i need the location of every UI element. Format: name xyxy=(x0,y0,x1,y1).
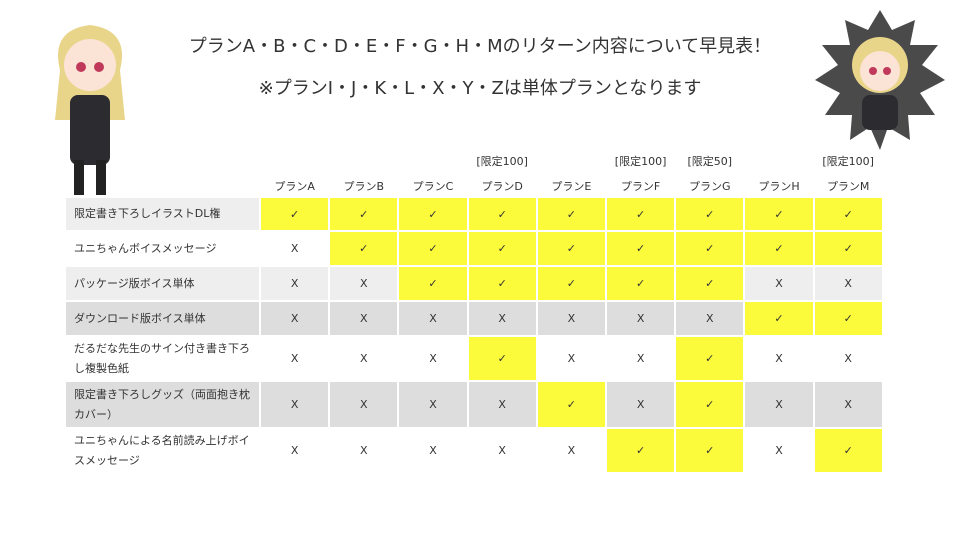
column-header: プランF xyxy=(620,180,661,193)
table-cell: ✓ xyxy=(813,231,883,266)
table-cell: X xyxy=(744,266,814,301)
row-label: ダウンロード版ボイス単体 xyxy=(65,301,260,336)
table-cell: X xyxy=(398,428,468,473)
character-left xyxy=(55,25,125,195)
column-header: プランE xyxy=(551,180,592,193)
table-cell: ✓ xyxy=(329,197,399,231)
row-label: だるだな先生のサイン付き書き下ろし複製色紙 xyxy=(65,336,260,381)
table-cell: X xyxy=(398,336,468,381)
table-cell: ✓ xyxy=(467,231,537,266)
table-cell: X xyxy=(329,266,399,301)
table-cell: ✓ xyxy=(675,336,745,381)
table-cell: ✓ xyxy=(536,266,606,301)
table-cell: ✓ xyxy=(329,231,399,266)
table-cell: ✓ xyxy=(606,428,676,473)
table-cell: X xyxy=(398,381,468,428)
table-cell: ✓ xyxy=(744,197,814,231)
table-cell: ✓ xyxy=(398,266,468,301)
column-header: プランA xyxy=(274,180,315,193)
row-label: パッケージ版ボイス単体 xyxy=(65,266,260,301)
row-label: ユニちゃんによる名前読み上げボイスメッセージ xyxy=(65,428,260,473)
table-cell: X xyxy=(467,381,537,428)
column-header: プランD xyxy=(481,180,523,193)
table-cell: X xyxy=(813,336,883,381)
table-cell: ✓ xyxy=(675,231,745,266)
table-cell: ✓ xyxy=(467,266,537,301)
table-cell: X xyxy=(744,428,814,473)
table-cell: ✓ xyxy=(813,197,883,231)
table-cell: X xyxy=(467,428,537,473)
table-cell: X xyxy=(398,301,468,336)
table-cell: X xyxy=(536,336,606,381)
table-cell: ✓ xyxy=(675,381,745,428)
table-cell: ✓ xyxy=(260,197,330,231)
column-header: プランC xyxy=(412,180,454,193)
title-line: プランA・B・C・D・E・F・G・H・Mのリターン内容について早見表！ xyxy=(188,36,772,57)
column-header: プランG xyxy=(689,180,731,193)
table-cell: ✓ xyxy=(744,301,814,336)
column-limit: [限定100] xyxy=(614,155,667,168)
table-cell: ✓ xyxy=(675,266,745,301)
table-cell: X xyxy=(675,301,745,336)
table-cell: X xyxy=(536,301,606,336)
table-cell: X xyxy=(260,336,330,381)
table-cell: ✓ xyxy=(675,428,745,473)
row-label: 限定書き下ろしイラストDL権 xyxy=(65,197,260,231)
table-cell: ✓ xyxy=(813,301,883,336)
table-cell: X xyxy=(329,428,399,473)
table-cell: X xyxy=(606,301,676,336)
table-cell: X xyxy=(536,428,606,473)
table-cell: ✓ xyxy=(813,428,883,473)
table-cell: X xyxy=(744,336,814,381)
table-cell: X xyxy=(467,301,537,336)
table-cell: ✓ xyxy=(675,197,745,231)
subtitle-line: ※プランI・J・K・L・X・Y・Zは単体プランとなります xyxy=(258,78,702,99)
table-cell: ✓ xyxy=(398,197,468,231)
table-cell: X xyxy=(744,381,814,428)
column-header: プランB xyxy=(343,180,385,193)
column-header: プランH xyxy=(758,180,800,193)
table-cell: X xyxy=(260,301,330,336)
column-header: プランM xyxy=(826,180,870,193)
table-cell: X xyxy=(329,301,399,336)
table-cell: ✓ xyxy=(606,231,676,266)
table-cell: X xyxy=(329,336,399,381)
row-label: 限定書き下ろしグッズ（両面抱き枕カバー） xyxy=(65,381,260,428)
table-cell: ✓ xyxy=(536,231,606,266)
table-cell: ✓ xyxy=(536,381,606,428)
row-label: ユニちゃんボイスメッセージ xyxy=(65,231,260,266)
table-cell: ✓ xyxy=(398,231,468,266)
column-limit: [限定100] xyxy=(476,155,528,168)
table-cell: ✓ xyxy=(744,231,814,266)
table-cell: ✓ xyxy=(536,197,606,231)
table-cell: X xyxy=(606,336,676,381)
table-cell: X xyxy=(260,381,330,428)
table-cell: X xyxy=(329,381,399,428)
table-cell: ✓ xyxy=(606,266,676,301)
table-cell: X xyxy=(260,428,330,473)
table-cell: X xyxy=(813,381,883,428)
table-cell: X xyxy=(260,266,330,301)
table-cell: ✓ xyxy=(467,336,537,381)
column-limit: [限定100] xyxy=(822,155,874,168)
table-cell: X xyxy=(260,231,330,266)
table-cell: X xyxy=(606,381,676,428)
table-cell: ✓ xyxy=(467,197,537,231)
table-cell: X xyxy=(813,266,883,301)
column-limit: [限定50] xyxy=(687,155,733,168)
table-cell: ✓ xyxy=(606,197,676,231)
character-right xyxy=(815,10,945,150)
